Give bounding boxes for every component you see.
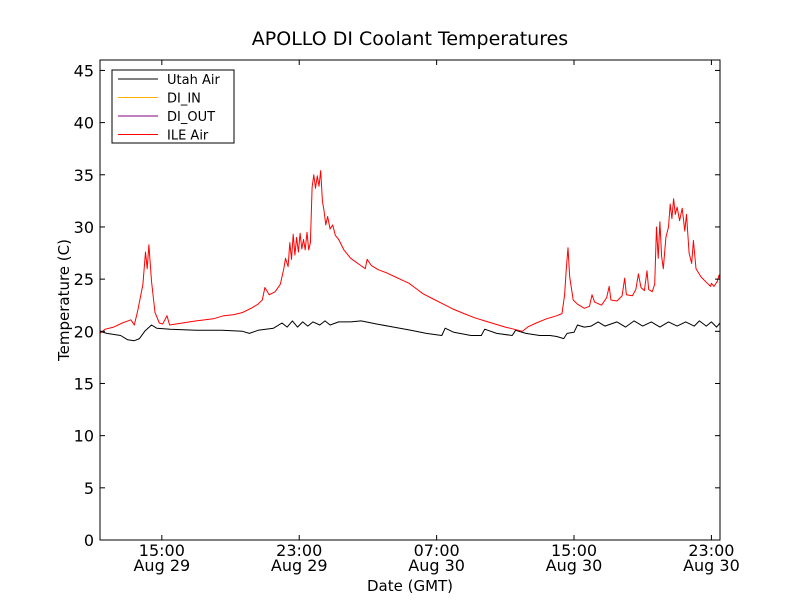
x-tick-date-label: Aug 30: [546, 556, 603, 575]
x-axis-label: Date (GMT): [367, 577, 453, 595]
series-layer: [100, 170, 720, 342]
y-axis: 0 5 10 15 20 25 30 35 40 45: [74, 61, 720, 550]
x-tick-time-label: 15:00: [551, 541, 597, 560]
x-tick-date-label: Aug 30: [408, 556, 465, 575]
legend-label-utah-air: Utah Air: [167, 73, 220, 88]
y-tick-label: 5: [84, 479, 94, 498]
y-tick-label: 35: [74, 166, 94, 185]
x-tick-time-label: 23:00: [276, 541, 322, 560]
x-tick-time-label: 07:00: [414, 541, 460, 560]
legend: Utah Air DI_IN DI_OUT ILE Air: [111, 69, 235, 144]
legend-label-di-in: DI_IN: [167, 92, 201, 107]
y-tick-label: 10: [74, 427, 94, 446]
legend-label-ile-air: ILE Air: [167, 129, 209, 144]
x-tick-date-label: Aug 29: [133, 556, 190, 575]
y-axis-label: Temperature (C): [55, 239, 73, 362]
y-tick-label: 40: [74, 114, 94, 133]
x-tick-date-label: Aug 30: [683, 556, 740, 575]
x-tick-time-label: 15:00: [139, 541, 185, 560]
y-tick-label: 0: [84, 531, 94, 550]
y-tick-label: 45: [74, 61, 94, 80]
x-tick-date-label: Aug 29: [271, 556, 328, 575]
chart-title: APOLLO DI Coolant Temperatures: [252, 28, 568, 50]
series-line-ile-air: [100, 170, 720, 334]
legend-box: [111, 69, 235, 144]
legend-label-di-out: DI_OUT: [167, 110, 215, 125]
y-tick-label: 25: [74, 270, 94, 289]
y-tick-label: 15: [74, 374, 94, 393]
series-line-utah-air: [100, 320, 720, 342]
y-tick-label: 30: [74, 218, 94, 237]
x-tick-time-label: 23:00: [688, 541, 734, 560]
plot-frame: [99, 59, 721, 541]
y-tick-label: 20: [74, 322, 94, 341]
